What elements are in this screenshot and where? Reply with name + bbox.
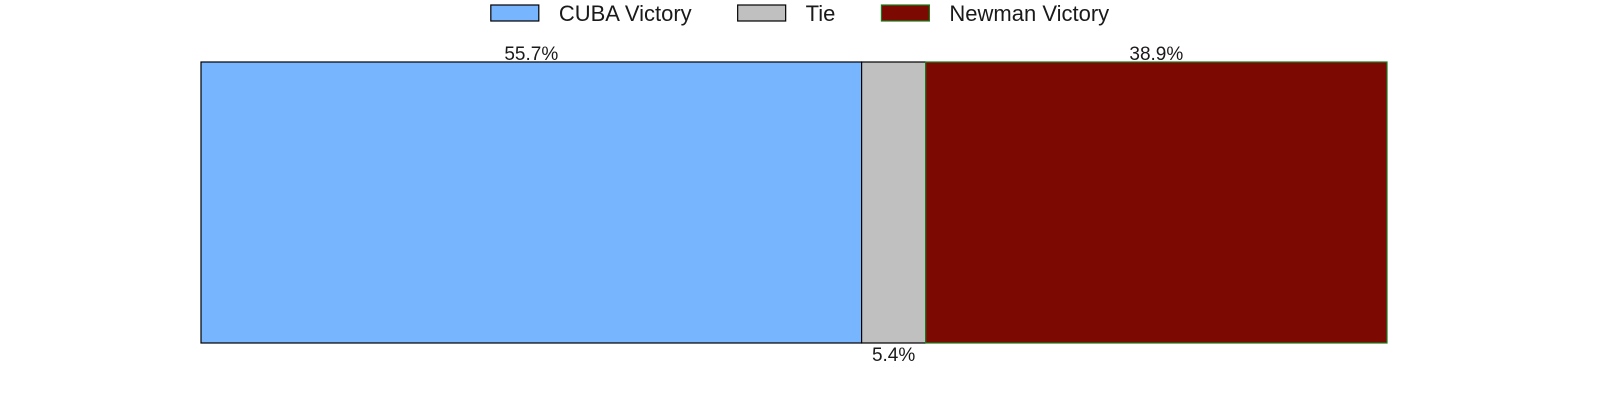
legend-swatch-cuba-victory [490,4,540,22]
legend-swatch-newman-victory [880,4,931,22]
legend-label-newman-victory: Newman Victory [949,1,1109,26]
legend: CUBA Victory Tie Newman Victory [490,1,1109,26]
legend-swatch-tie [737,4,787,22]
value-label-tie: 5.4% [872,345,915,366]
bar-segment-newman-victory [925,61,1388,344]
value-labels: 55.7% 5.4% 38.9% [504,44,1183,366]
bar-segment-tie [861,61,927,344]
value-label-cuba-victory: 55.7% [504,44,558,65]
legend-label-tie: Tie [806,1,836,26]
bar-segment-cuba-victory [200,61,863,344]
value-label-newman-victory: 38.9% [1129,44,1183,65]
bar-area [200,61,1388,344]
legend-label-cuba-victory: CUBA Victory [559,1,692,26]
